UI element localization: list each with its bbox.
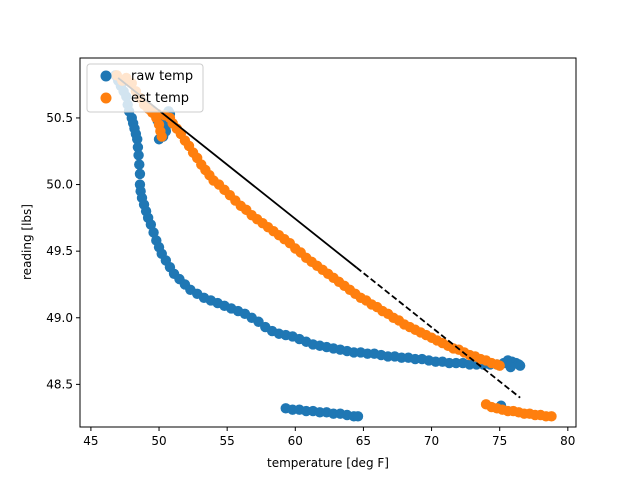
point-raw-temp-23 — [148, 227, 159, 238]
fit-line-dashed — [356, 266, 521, 399]
y-tick-label-50: 50.0 — [46, 178, 73, 192]
legend-marker-est-temp — [100, 92, 112, 104]
point-est-temp-79 — [494, 360, 505, 371]
point-raw-temp-106 — [352, 411, 364, 422]
plot-frame — [79, 57, 577, 428]
point-raw-temp-12 — [132, 142, 144, 153]
y-tick-label-48.5: 48.5 — [46, 377, 73, 391]
x-tick-label-60: 60 — [288, 434, 303, 448]
point-est-temp-12 — [156, 131, 167, 142]
legend-box — [86, 63, 204, 113]
point-raw-temp-15 — [134, 168, 146, 180]
y-tick-label-50.5: 50.5 — [46, 111, 73, 125]
x-tick-label-45: 45 — [83, 434, 98, 448]
x-tick-label-65: 65 — [356, 434, 371, 448]
legend-label-raw-temp: raw temp — [131, 69, 193, 84]
point-raw-temp-84 — [505, 361, 516, 373]
legend-marker-raw-temp — [100, 70, 112, 82]
point-raw-temp-11 — [132, 134, 143, 145]
point-raw-temp-13 — [133, 150, 144, 161]
series-est-temp — [111, 70, 557, 422]
legend: raw temp est temp — [86, 63, 204, 113]
x-axis-label: temperature [deg F] — [267, 456, 389, 470]
y-axis-label: reading [lbs] — [20, 204, 34, 280]
y-tick-label-49: 49.0 — [46, 311, 73, 325]
x-tick-label-55: 55 — [220, 434, 235, 448]
x-tick-label-70: 70 — [424, 434, 439, 448]
point-est-temp-92 — [546, 411, 557, 422]
point-raw-temp-83 — [514, 360, 526, 371]
x-tick-label-50: 50 — [151, 434, 166, 448]
y-tick-label-49.5: 49.5 — [46, 244, 73, 258]
legend-label-est-temp: est temp — [131, 91, 189, 106]
x-tick-label-75: 75 — [492, 434, 507, 448]
point-raw-temp-14 — [134, 159, 145, 170]
x-tick-label-80: 80 — [560, 434, 575, 448]
point-raw-temp-22 — [145, 219, 157, 230]
